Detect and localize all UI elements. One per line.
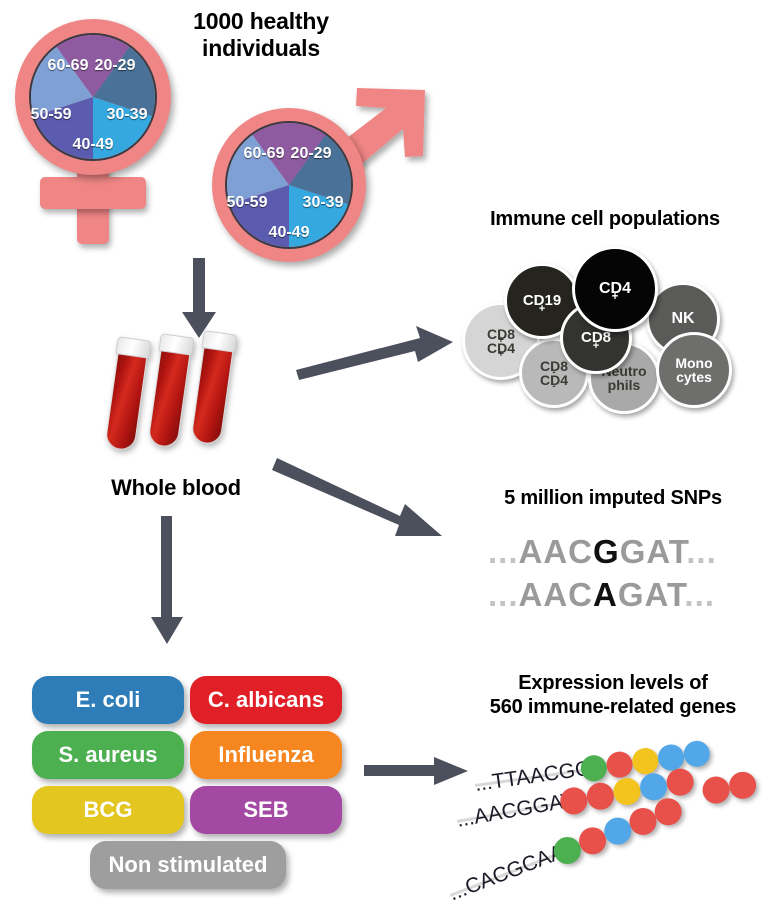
tube-blood-fill (147, 345, 191, 449)
stimulus-label: SEB (243, 797, 289, 822)
snp-suffix: GAT (619, 533, 687, 570)
cell-label-line2: CD4 + (486, 340, 515, 361)
snp-sequence-row-2: ...AACAGAT... (488, 576, 715, 614)
stimulus-label: S. aureus (58, 742, 158, 767)
stimulus-e-coli[interactable]: E. coli (32, 676, 184, 724)
rna-bead (584, 780, 617, 812)
cell-label-line2: CD4- (539, 372, 568, 393)
male-pie-label-50-59: 50-59 (226, 194, 268, 211)
tube-blood-fill (104, 348, 148, 452)
stimulus-bcg[interactable]: BCG (32, 786, 184, 834)
rna-bead (611, 775, 643, 808)
rna-bead (604, 749, 635, 780)
rna-strands-group: ...TTAACGG ...AACGGAT ...CACGCAA (446, 730, 771, 910)
immune-cells-group: CD19 + CD4 + NK CD8 + CD4 + CD8 + CD8- CD4- N… (462, 246, 762, 414)
blood-tube (104, 336, 152, 452)
cell-label-line2: cytes (676, 369, 712, 385)
header-snps: 5 million imputed SNPs (504, 487, 722, 509)
header-individuals: 1000 healthy individuals (176, 8, 346, 62)
cell-label-line2: phils (607, 377, 641, 393)
female-pie-label-40-49: 40-49 (72, 136, 114, 153)
female-pie-label-30-39: 30-39 (106, 106, 148, 123)
blood-tubes-group (104, 330, 268, 462)
tube-blood-fill (190, 342, 234, 446)
arrow-cohort-to-blood (182, 258, 216, 338)
arrow-blood-to-stimuli (151, 516, 183, 644)
stimulus-s-aureus[interactable]: S. aureus (32, 731, 184, 779)
header-individuals-line2: individuals (202, 35, 320, 62)
arrow-stimuli-to-expression (364, 757, 468, 785)
rna-bead (630, 746, 661, 776)
blood-tube (190, 330, 238, 446)
arrow-blood-to-snps (272, 458, 442, 536)
female-pie-label-60-69: 60-69 (47, 57, 89, 74)
stimuli-group: E. coli C. albicans S. aureus Influenza … (32, 676, 352, 896)
snp-sequence-row-1: ...AACGGAT... (488, 533, 717, 571)
cell-label: NK (671, 309, 695, 327)
cell-label: CD4 + (598, 279, 631, 304)
strand-sequence: ...CACGCAA (445, 840, 568, 906)
female-pie-label-50-59: 50-59 (30, 106, 72, 123)
male-pie-label-40-49: 40-49 (268, 224, 310, 241)
label-whole-blood: Whole blood (111, 475, 241, 500)
snp-lead: ... (488, 576, 519, 613)
female-age-pie (29, 33, 157, 161)
blood-tube (147, 333, 195, 449)
header-individuals-line1: 1000 healthy (193, 8, 329, 34)
snp-tail: ... (684, 576, 715, 613)
header-expression-line1: Expression levels of (518, 672, 708, 694)
venus-cross-horizontal (40, 177, 146, 209)
snp-suffix: GAT (617, 576, 685, 613)
stimulus-label: Non stimulated (108, 852, 268, 877)
header-expression: Expression levels of 560 immune-related … (460, 672, 766, 719)
male-pie-label-30-39: 30-39 (302, 194, 344, 211)
stimulus-label: BCG (83, 797, 133, 822)
header-immune-populations: Immune cell populations (490, 208, 720, 230)
header-expression-line2: 560 immune-related genes (489, 695, 737, 718)
arrow-blood-to-immune (296, 326, 453, 380)
cell-label-line1: Mono (675, 354, 713, 371)
stimulus-label: E. coli (75, 687, 141, 712)
male-pie-label-20-29: 20-29 (290, 145, 332, 162)
cell-label-line1: CD8- (539, 357, 568, 378)
female-pie-label-20-29: 20-29 (94, 57, 136, 74)
cell-label: CD8 + (580, 329, 611, 352)
stimulus-influenza[interactable]: Influenza (190, 731, 342, 779)
stimulus-non-stimulated[interactable]: Non stimulated (90, 841, 286, 889)
stimulus-c-albicans[interactable]: C. albicans (190, 676, 342, 724)
cell-label: CD19 + (522, 292, 562, 315)
snp-lead: ... (488, 533, 519, 570)
female-symbol: 20-29 30-39 40-49 50-59 60-69 (8, 14, 198, 254)
snp-tail: ... (686, 533, 717, 570)
male-symbol: 20-29 30-39 40-49 50-59 60-69 (198, 84, 438, 264)
cell-cd4-positive: CD4 + (572, 246, 658, 332)
snp-prefix: AAC (518, 533, 594, 570)
cell-label-line1: CD8 + (486, 325, 515, 346)
strand-sequence: ...AACGGAT (454, 788, 576, 832)
stimulus-label: C. albicans (207, 687, 325, 712)
stimulus-seb[interactable]: SEB (190, 786, 342, 834)
male-pie-label-60-69: 60-69 (243, 145, 285, 162)
snp-variant-allele: A (593, 576, 618, 613)
snp-variant-allele: G (593, 533, 620, 570)
stimulus-label: Influenza (218, 742, 314, 767)
male-age-pie (225, 121, 353, 249)
snp-prefix: AAC (518, 576, 594, 613)
cell-monocytes: Mono cytes (656, 332, 732, 408)
